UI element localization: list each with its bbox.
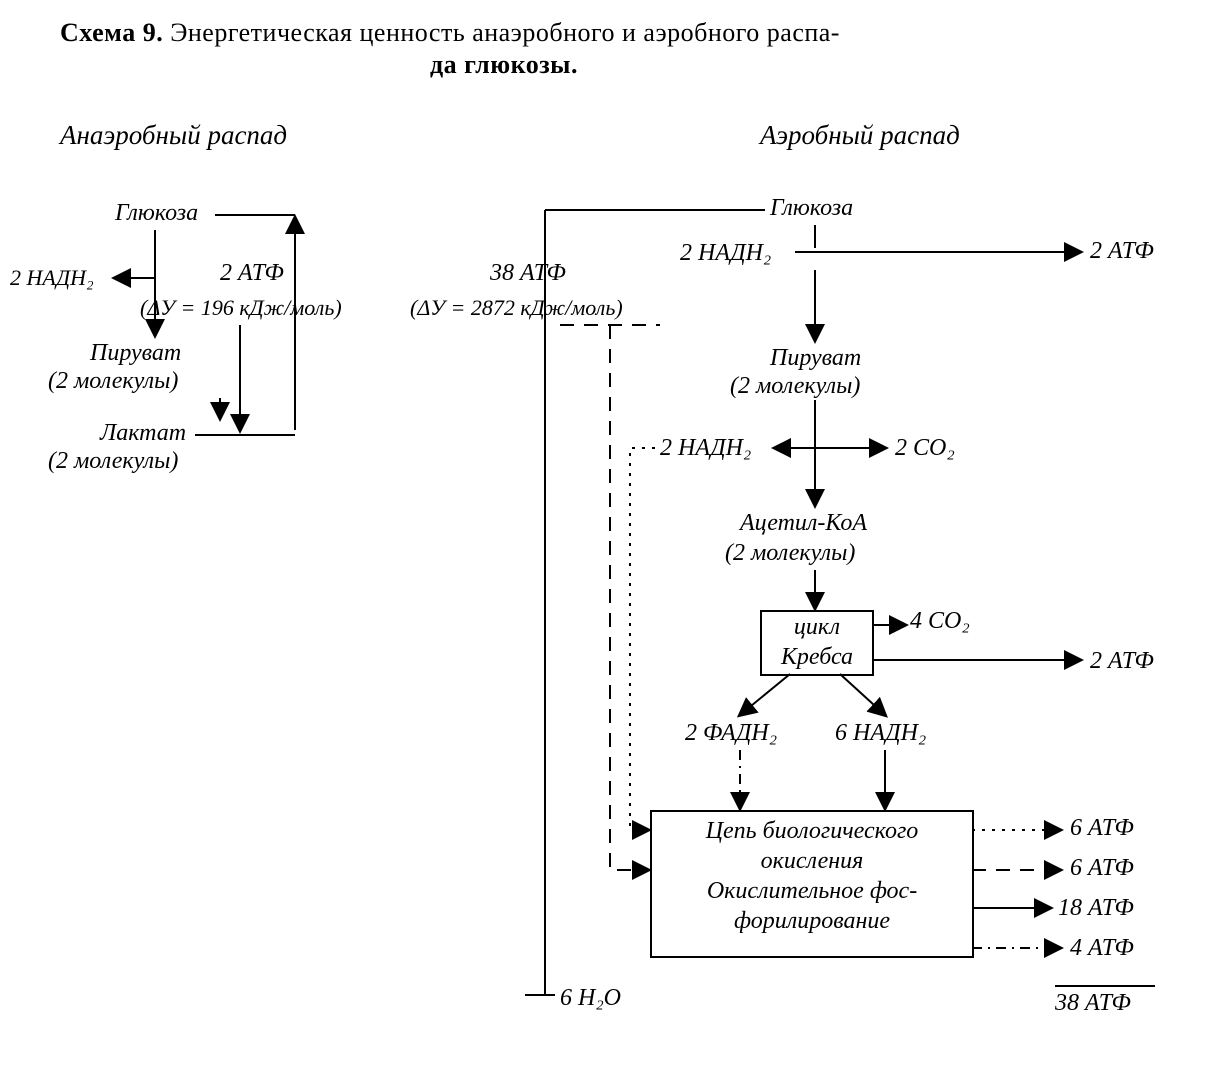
diagram-page: Схема 9. Энергетическая ценность анаэроб…: [0, 0, 1208, 1085]
arrow-layer: [0, 0, 1208, 1085]
